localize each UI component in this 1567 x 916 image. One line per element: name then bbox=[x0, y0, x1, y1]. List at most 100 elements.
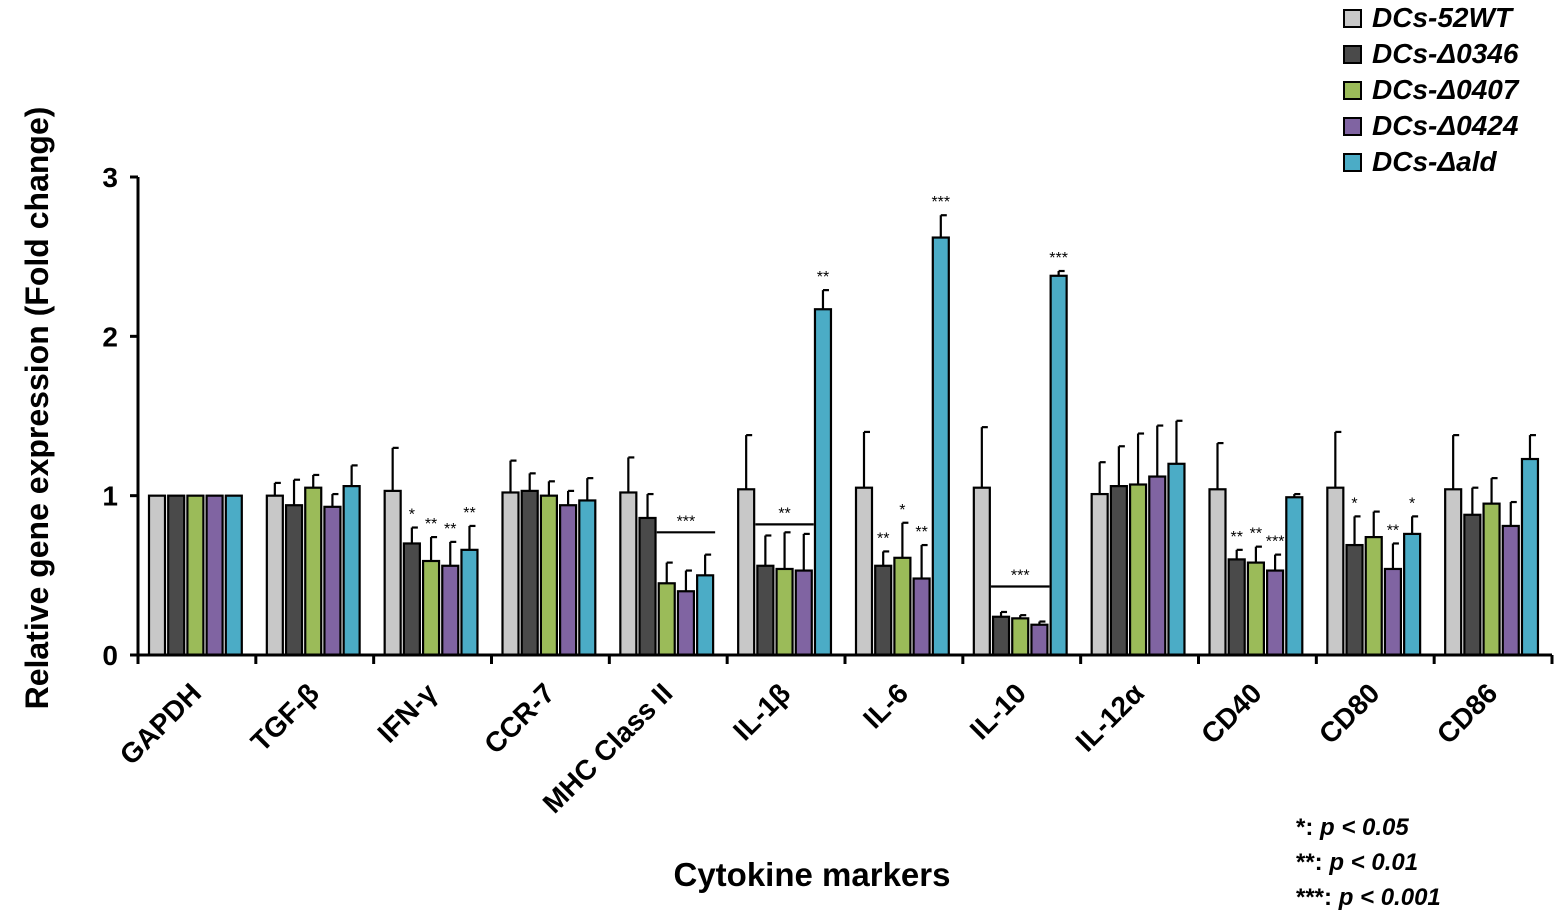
bar-DCs-Δ0407-CCR-7 bbox=[539, 494, 559, 657]
significance-label: *** bbox=[1266, 534, 1285, 551]
bar-DCs-Δ0424-CD80 bbox=[1383, 567, 1403, 657]
significance-threshold: p < 0.05 bbox=[1319, 814, 1409, 841]
significance-label: ** bbox=[877, 530, 889, 547]
significance-label: ** bbox=[444, 521, 456, 538]
legend-label-DCs-52WT: DCs-52WT bbox=[1372, 2, 1515, 33]
bar-DCs-52WT-IL-12α bbox=[1090, 492, 1109, 657]
bar-DCs-Δald-IFN-γ bbox=[460, 548, 479, 657]
significance-label: ** bbox=[425, 516, 437, 533]
significance-threshold: p < 0.001 bbox=[1338, 884, 1441, 911]
bar-DCs-Δald-CD86 bbox=[1520, 457, 1540, 657]
bar-DCs-Δ0424-IL-6 bbox=[912, 577, 931, 657]
x-tick-label-CD80: CD80 bbox=[1313, 677, 1386, 750]
bars-layer: *** ********** ********************* ***** bbox=[147, 194, 1540, 657]
significance-stars: ***: bbox=[1296, 884, 1339, 911]
significance-label: * bbox=[899, 502, 905, 519]
bar-DCs-Δ0424-CCR-7 bbox=[558, 504, 578, 657]
bar-DCs-Δ0346-GAPDH bbox=[167, 494, 186, 657]
bar-DCs-Δald-CCR-7 bbox=[578, 499, 597, 657]
bar-DCs-Δ0407-IL-10 bbox=[1011, 617, 1030, 657]
bar-DCs-Δ0407-CD80 bbox=[1364, 535, 1383, 657]
legend-label-DCs-Δ0424: DCs-Δ0424 bbox=[1372, 110, 1519, 141]
significance-label: ** bbox=[1230, 529, 1242, 546]
significance-legend-row: ***: p < 0.001 bbox=[1296, 884, 1441, 911]
legend-label-DCs-Δ0346: DCs-Δ0346 bbox=[1372, 38, 1519, 69]
y-tick-label: 2 bbox=[102, 321, 118, 352]
y-tick-label: 1 bbox=[102, 481, 118, 512]
bar-DCs-Δ0407-CD40 bbox=[1246, 561, 1266, 657]
bar-DCs-Δ0346-MHC Class II bbox=[638, 516, 657, 657]
group-significance-label: *** bbox=[677, 513, 696, 530]
bar-DCs-Δald-IL-12α bbox=[1167, 462, 1186, 657]
bar-DCs-Δald-IL-6 bbox=[931, 236, 950, 657]
bar-DCs-Δald-IL-10 bbox=[1049, 274, 1068, 657]
x-tick-label-TGF-β: TGF-β bbox=[245, 677, 325, 757]
significance-label: *** bbox=[1049, 250, 1068, 267]
bar-DCs-52WT-CD86 bbox=[1444, 488, 1463, 657]
significance-legend-row: **: p < 0.01 bbox=[1296, 849, 1418, 876]
bar-DCs-Δ0346-TGF-β bbox=[284, 504, 304, 657]
group-significance-label: ** bbox=[778, 505, 790, 522]
significance-label: * bbox=[1409, 495, 1415, 512]
significance-label: * bbox=[409, 507, 415, 524]
x-axis-label: Cytokine markers bbox=[674, 856, 951, 893]
x-tick-label-IL-6: IL-6 bbox=[857, 677, 914, 734]
bar-DCs-Δald-CD80 bbox=[1403, 532, 1422, 657]
bar-DCs-Δ0424-CD86 bbox=[1501, 524, 1520, 657]
bar-DCs-Δ0424-CD40 bbox=[1265, 569, 1285, 657]
bar-DCs-52WT-MHC Class II bbox=[619, 491, 638, 657]
significance-stars: *: bbox=[1296, 814, 1320, 841]
bar-DCs-Δ0407-MHC Class II bbox=[657, 582, 676, 657]
bar-DCs-Δ0424-IL-10 bbox=[1030, 623, 1049, 657]
significance-threshold: p < 0.01 bbox=[1328, 849, 1418, 876]
y-tick-label: 3 bbox=[102, 162, 118, 193]
bar-DCs-52WT-GAPDH bbox=[147, 494, 167, 657]
bar-DCs-52WT-IFN-γ bbox=[383, 489, 402, 657]
legend-label-DCs-Δ0407: DCs-Δ0407 bbox=[1372, 74, 1520, 105]
bar-DCs-52WT-CD40 bbox=[1208, 488, 1227, 657]
bar-DCs-Δ0407-IFN-γ bbox=[421, 559, 441, 657]
bar-DCs-Δ0407-GAPDH bbox=[186, 494, 205, 657]
bar-DCs-Δ0424-IL-1β bbox=[794, 569, 813, 657]
bar-DCs-Δald-GAPDH bbox=[224, 494, 243, 657]
bar-DCs-Δ0346-IL-10 bbox=[991, 615, 1011, 657]
bar-DCs-Δ0346-CD86 bbox=[1463, 513, 1482, 657]
legend-swatch-DCs-52WT bbox=[1343, 9, 1362, 28]
legend: DCs-52WT DCs-Δ0346 DCs-Δ0407 DCs-Δ0424 DCs-Δ… bbox=[1343, 2, 1520, 177]
x-tick-label-CCR-7: CCR-7 bbox=[478, 677, 560, 759]
significance-legend: *: p < 0.05 **: p < 0.01 ***: p < 0.001 bbox=[1296, 814, 1441, 911]
significance-label: ** bbox=[915, 524, 927, 541]
bar-DCs-52WT-IL-6 bbox=[854, 486, 874, 657]
bar-DCs-Δ0424-MHC Class II bbox=[676, 590, 696, 657]
bar-DCs-Δ0424-GAPDH bbox=[205, 494, 224, 657]
legend-swatch-DCs-Δ0424 bbox=[1343, 117, 1362, 136]
significance-label: ** bbox=[1387, 522, 1399, 539]
legend-swatch-DCs-Δ0407 bbox=[1343, 81, 1362, 100]
bar-DCs-Δ0407-CD86 bbox=[1482, 502, 1501, 657]
y-axis-label: Relative gene expression (Fold change) bbox=[19, 107, 55, 710]
bar-DCs-Δ0346-IL-6 bbox=[874, 564, 893, 657]
legend-label-DCs-Δald: DCs-Δald bbox=[1372, 146, 1497, 177]
bar-DCs-Δald-TGF-β bbox=[342, 485, 361, 657]
bar-DCs-Δald-IL-1β bbox=[813, 308, 833, 657]
bar-DCs-Δ0346-IL-12α bbox=[1109, 485, 1128, 657]
significance-legend-row: *: p < 0.05 bbox=[1296, 814, 1409, 841]
group-significance-label: *** bbox=[1011, 567, 1030, 584]
bar-DCs-Δ0424-IFN-γ bbox=[441, 564, 460, 657]
significance-label: ** bbox=[463, 505, 475, 522]
bar-DCs-Δald-MHC Class II bbox=[696, 574, 715, 657]
bar-DCs-Δ0346-CD80 bbox=[1345, 543, 1364, 657]
bar-DCs-Δ0346-IFN-γ bbox=[402, 542, 421, 657]
significance-label: ** bbox=[1250, 526, 1262, 543]
bar-DCs-Δ0346-CCR-7 bbox=[520, 489, 539, 657]
x-tick-label-IL-10: IL-10 bbox=[964, 677, 1032, 745]
y-tick-label: 0 bbox=[102, 640, 118, 671]
significance-label: *** bbox=[931, 194, 950, 211]
bar-DCs-52WT-CCR-7 bbox=[501, 491, 520, 657]
bar-DCs-52WT-CD80 bbox=[1326, 486, 1345, 657]
legend-swatch-DCs-Δ0346 bbox=[1343, 45, 1362, 64]
significance-label: ** bbox=[817, 269, 829, 286]
bar-DCs-Δald-CD40 bbox=[1285, 496, 1304, 657]
legend-swatch-DCs-Δald bbox=[1343, 153, 1362, 172]
